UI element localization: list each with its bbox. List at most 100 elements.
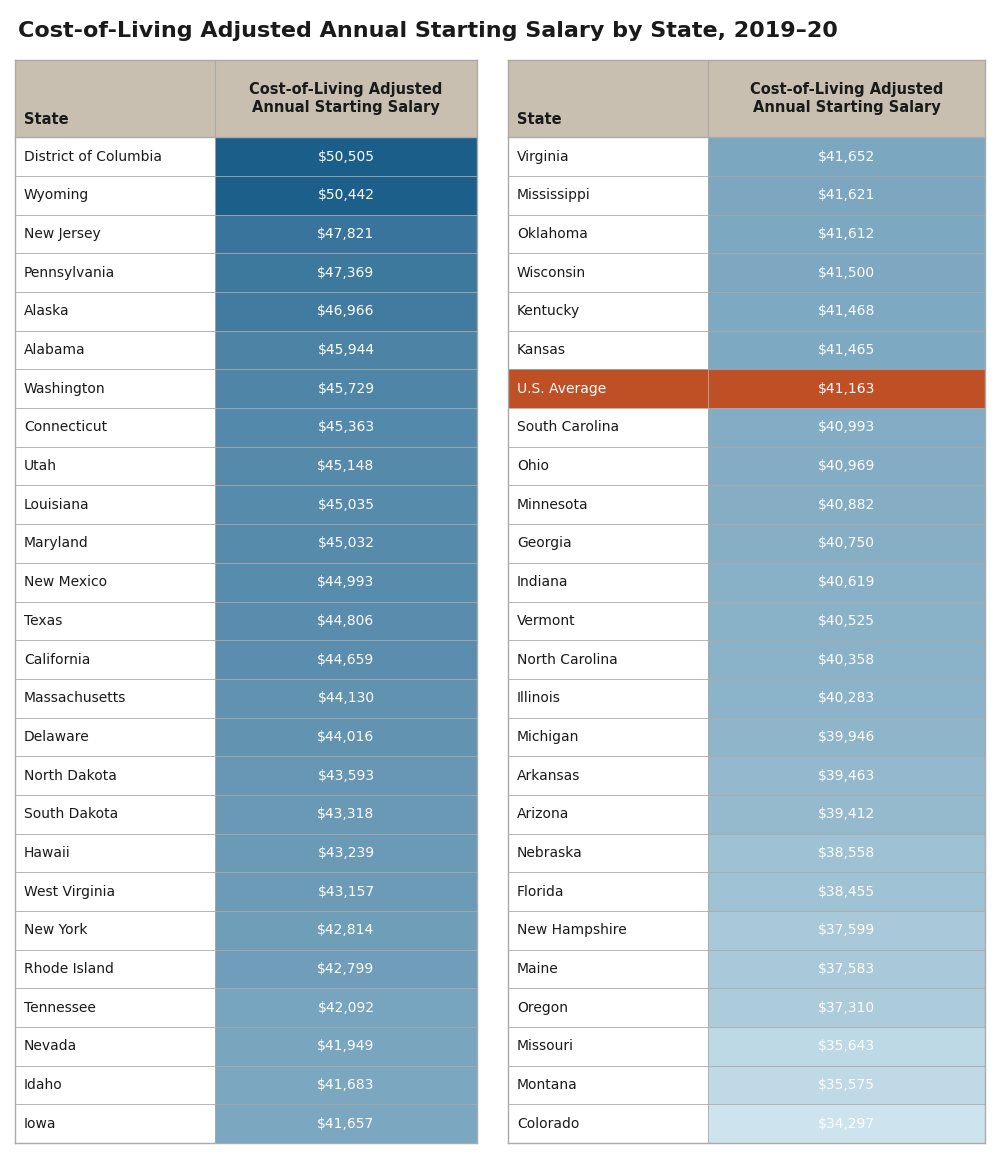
Text: $45,363: $45,363 [317, 420, 375, 434]
Text: $45,944: $45,944 [317, 344, 375, 358]
Bar [508, 1066, 708, 1104]
Text: $39,946: $39,946 [818, 730, 875, 744]
Bar [215, 795, 477, 834]
Text: Michigan: Michigan [517, 730, 579, 744]
Bar [15, 1066, 215, 1104]
Bar [215, 717, 477, 756]
Bar [708, 563, 985, 601]
Text: $41,500: $41,500 [818, 266, 875, 280]
Bar [708, 601, 985, 640]
Bar [215, 524, 477, 563]
Text: Cost-of-Living Adjusted Annual Starting Salary by State, 2019–20: Cost-of-Living Adjusted Annual Starting … [18, 21, 838, 41]
Text: $44,016: $44,016 [317, 730, 375, 744]
Bar [708, 872, 985, 911]
Bar [708, 756, 985, 795]
Text: State: State [24, 113, 69, 128]
Text: Pennsylvania: Pennsylvania [24, 266, 115, 280]
Text: $39,463: $39,463 [818, 769, 875, 783]
Text: Washington: Washington [24, 382, 106, 396]
Bar [215, 485, 477, 524]
Text: $47,369: $47,369 [317, 266, 375, 280]
Text: Minnesota: Minnesota [517, 498, 589, 512]
Text: Wisconsin: Wisconsin [517, 266, 586, 280]
Bar [15, 60, 477, 137]
Text: Oregon: Oregon [517, 1001, 568, 1015]
Text: $45,148: $45,148 [317, 459, 375, 474]
Text: Wyoming: Wyoming [24, 188, 89, 202]
Bar [708, 331, 985, 369]
Bar [708, 795, 985, 834]
Bar [508, 872, 708, 911]
Bar [708, 834, 985, 872]
Text: Nevada: Nevada [24, 1039, 77, 1053]
Bar [15, 756, 215, 795]
Text: $41,468: $41,468 [818, 304, 875, 318]
Bar [708, 524, 985, 563]
Text: $43,318: $43,318 [317, 807, 375, 821]
Text: North Carolina: North Carolina [517, 652, 618, 666]
Bar [215, 950, 477, 988]
Bar [215, 331, 477, 369]
Text: Indiana: Indiana [517, 575, 568, 589]
Text: $37,310: $37,310 [818, 1001, 875, 1015]
Text: Georgia: Georgia [517, 536, 572, 550]
Text: $43,593: $43,593 [317, 769, 375, 783]
Text: $42,814: $42,814 [317, 923, 375, 937]
Bar [708, 988, 985, 1027]
Text: New Mexico: New Mexico [24, 575, 107, 589]
Bar [215, 911, 477, 950]
Text: $43,157: $43,157 [317, 885, 375, 899]
Text: Louisiana: Louisiana [24, 498, 90, 512]
Text: $45,032: $45,032 [318, 536, 374, 550]
Bar [15, 176, 215, 215]
Text: North Dakota: North Dakota [24, 769, 117, 783]
Bar [508, 369, 708, 409]
Bar [215, 369, 477, 409]
Text: Connecticut: Connecticut [24, 420, 107, 434]
Text: California: California [24, 652, 90, 666]
Text: Massachusetts: Massachusetts [24, 691, 126, 705]
Text: Montana: Montana [517, 1077, 578, 1093]
Bar [708, 717, 985, 756]
Text: Mississippi: Mississippi [517, 188, 591, 202]
Text: State: State [517, 113, 562, 128]
Bar [15, 911, 215, 950]
Bar [708, 679, 985, 717]
Bar [215, 640, 477, 679]
Text: Vermont: Vermont [517, 614, 576, 628]
Bar [215, 1104, 477, 1142]
Text: $41,652: $41,652 [818, 150, 875, 164]
Bar [508, 447, 708, 485]
Text: $38,558: $38,558 [818, 846, 875, 860]
Text: Idaho: Idaho [24, 1077, 63, 1093]
Bar [15, 293, 215, 331]
Text: Kentucky: Kentucky [517, 304, 580, 318]
Text: $45,035: $45,035 [318, 498, 374, 512]
Text: Utah: Utah [24, 459, 57, 474]
Text: $41,163: $41,163 [818, 382, 875, 396]
Text: $41,465: $41,465 [818, 344, 875, 358]
Text: $41,657: $41,657 [317, 1117, 375, 1131]
Bar [508, 911, 708, 950]
Text: Tennessee: Tennessee [24, 1001, 96, 1015]
Text: Colorado: Colorado [517, 1117, 579, 1131]
Text: $35,643: $35,643 [818, 1039, 875, 1053]
Bar [708, 485, 985, 524]
Bar [708, 293, 985, 331]
Text: Maryland: Maryland [24, 536, 89, 550]
Bar [708, 950, 985, 988]
Bar [15, 331, 215, 369]
Text: $45,729: $45,729 [317, 382, 375, 396]
Text: Illinois: Illinois [517, 691, 561, 705]
Text: $37,599: $37,599 [818, 923, 875, 937]
Text: New Hampshire: New Hampshire [517, 923, 627, 937]
Text: Arkansas: Arkansas [517, 769, 580, 783]
Bar [215, 176, 477, 215]
Text: $34,297: $34,297 [818, 1117, 875, 1131]
Bar [215, 988, 477, 1027]
Bar [15, 563, 215, 601]
Bar [508, 137, 708, 176]
Text: Cost-of-Living Adjusted
Annual Starting Salary: Cost-of-Living Adjusted Annual Starting … [249, 82, 443, 115]
Text: Iowa: Iowa [24, 1117, 56, 1131]
Bar [15, 524, 215, 563]
